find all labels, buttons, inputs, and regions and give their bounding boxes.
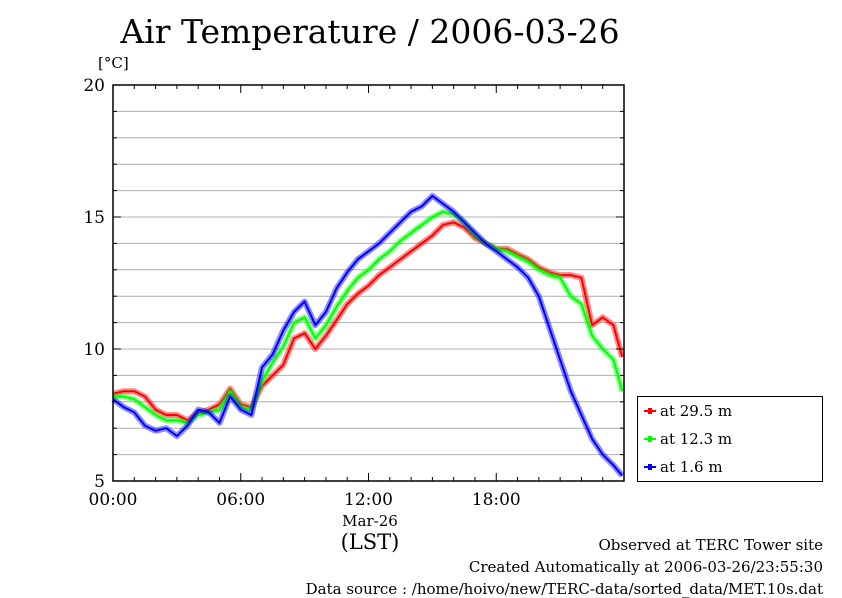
legend-swatch-green	[644, 436, 656, 442]
legend-swatch-blue	[644, 464, 656, 470]
legend-entry-29-5m: at 29.5 m	[644, 401, 732, 421]
x-tick-label: 18:00	[472, 490, 521, 510]
legend-label: at 12.3 m	[660, 430, 733, 448]
legend-entry-1-6m: at 1.6 m	[644, 457, 723, 477]
series-line-12-3m	[113, 210, 624, 424]
x-tick-label: 12:00	[344, 490, 393, 510]
x-axis-label: (LST)	[340, 530, 400, 554]
legend: at 29.5 m at 12.3 m at 1.6 m	[637, 396, 823, 482]
x-tick-label: 06:00	[216, 490, 265, 510]
chart-title: Air Temperature / 2006-03-26	[120, 12, 620, 51]
y-tick-label: 15	[83, 208, 105, 228]
axes: 5 10 15 20 00:00 06:00 12:00 18:00	[83, 76, 625, 510]
y-tick-label: 20	[83, 76, 105, 96]
y-axis-unit: [°C]	[98, 54, 129, 72]
legend-entry-12-3m: at 12.3 m	[644, 429, 732, 449]
footer-site: Observed at TERC Tower site	[598, 536, 823, 554]
series-lines	[111, 192, 626, 478]
legend-swatch-red	[644, 408, 656, 414]
x-axis-date-label: Mar-26	[342, 512, 398, 530]
legend-label: at 29.5 m	[660, 402, 733, 420]
legend-label: at 1.6 m	[660, 458, 723, 476]
y-tick-label: 5	[94, 472, 105, 492]
gridlines	[113, 110, 624, 456]
footer-created: Created Automatically at 2006-03-26/23:5…	[468, 558, 823, 576]
series-line-1-6m-halo	[111, 192, 625, 478]
x-tick-label: 00:00	[89, 490, 138, 510]
footer-source: Data source : /home/hoivo/new/TERC-data/…	[305, 580, 823, 598]
y-tick-label: 10	[83, 340, 105, 360]
series-line-29-5m	[112, 221, 624, 422]
series-line-1-6m	[112, 194, 623, 477]
